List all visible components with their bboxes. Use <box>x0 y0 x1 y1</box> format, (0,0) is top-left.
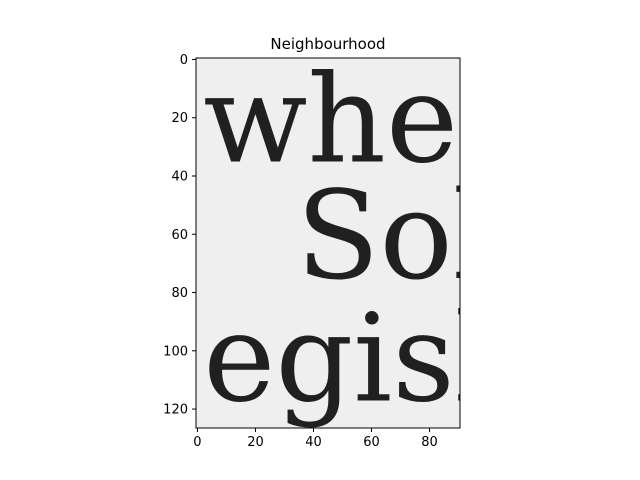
y-tick-label: 0 <box>180 53 188 68</box>
image-text-line-2: Solu <box>296 165 570 307</box>
y-tick-label: 20 <box>171 111 188 126</box>
y-tick-label: 40 <box>171 169 188 184</box>
y-tick-label: 100 <box>163 344 188 359</box>
x-axis: 0 20 40 60 80 <box>193 428 438 450</box>
x-tick-label: 60 <box>363 435 380 450</box>
y-tick-label: 60 <box>171 228 188 243</box>
x-tick-label: 80 <box>421 435 438 450</box>
x-tick-label: 0 <box>193 435 201 450</box>
axes-frame <box>195 57 461 429</box>
image-text-line-1: when <box>203 48 536 190</box>
y-tick-label: 120 <box>163 403 188 418</box>
image-background <box>196 58 460 428</box>
y-axis: 0 20 40 60 80 100 120 <box>163 53 196 418</box>
chart-title: Neighbourhood <box>270 35 385 53</box>
y-tick-label: 80 <box>171 286 188 301</box>
x-tick-label: 20 <box>247 435 264 450</box>
x-tick-label: 40 <box>305 435 322 450</box>
image-text-line-3: egisla <box>203 287 566 429</box>
